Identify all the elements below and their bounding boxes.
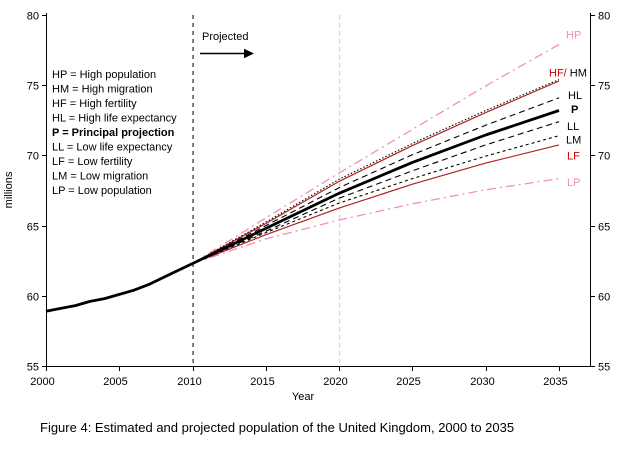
y-tick-label-left: 55 [27, 362, 39, 374]
x-tick-label: 2025 [396, 376, 420, 388]
series-label-lp: LP [567, 177, 580, 189]
y-tick-label-right: 55 [598, 362, 610, 374]
x-tick-label: 2005 [103, 376, 127, 388]
series-label-lm: LM [566, 134, 581, 146]
x-axis-title: Year [292, 391, 315, 403]
chart-canvas: 55 55 60 60 65 65 70 70 75 75 80 80 2000 2005 2010 2015… [3, 11, 610, 404]
x-tick-label: 2000 [30, 376, 54, 388]
projected-label: Projected [202, 31, 248, 43]
y-tick-label-right: 75 [598, 81, 610, 93]
figure-caption: Figure 4: Estimated and projected popula… [40, 420, 515, 435]
legend-item: HF = High fertility [52, 98, 137, 110]
legend-item: LL = Low life expectancy [52, 142, 173, 154]
projected-arrow-head [244, 48, 254, 59]
series-line-lf [192, 144, 560, 265]
y-tick-label-right: 80 [598, 11, 610, 23]
series-line-estimate [45, 262, 194, 313]
series-label-hl: HL [568, 90, 582, 102]
legend: HP = High population HM = High migration H… [52, 69, 177, 197]
legend-item: LM = Low migration [52, 171, 148, 183]
legend-item: HL = High life expectancy [52, 113, 177, 125]
y-tick-label-left: 75 [27, 81, 39, 93]
series-label-ll: LL [567, 121, 579, 133]
population-projection-chart: 55 55 60 60 65 65 70 70 75 75 80 80 2000 2005 2010 2015… [3, 11, 610, 404]
legend-item: HM = High migration [52, 84, 153, 96]
y-tick-label-left: 80 [27, 11, 39, 23]
projected-annotation: Projected [200, 31, 254, 59]
x-tick-label: 2015 [250, 376, 274, 388]
y-tick-label-right: 60 [598, 292, 610, 304]
legend-item: LF = Low fertility [52, 156, 133, 168]
x-tick-label: 2020 [323, 376, 347, 388]
series-label-hp: HP [566, 30, 581, 42]
y-axis-title: millions [3, 171, 15, 208]
y-tick-label-left: 60 [27, 292, 39, 304]
legend-item: LP = Low population [52, 185, 152, 197]
y-tick-label-left: 70 [27, 151, 39, 163]
legend-item: HP = High population [52, 69, 156, 81]
x-tick-label: 2035 [543, 376, 567, 388]
series-label-lf: LF [567, 150, 580, 162]
y-tick-label-right: 70 [598, 151, 610, 163]
series-line-hl [192, 97, 560, 264]
series-label-hfhm: HF/ HM [549, 68, 587, 80]
axes [42, 13, 595, 371]
legend-item: P = Principal projection [52, 127, 175, 139]
y-tick-label-right: 65 [598, 222, 610, 234]
series-line-lm [192, 135, 560, 265]
series-label-p: P [571, 104, 578, 116]
series-line-hp [192, 43, 560, 265]
series-line-p [191, 109, 560, 265]
series-line-lp [192, 177, 560, 265]
x-tick-label: 2010 [177, 376, 201, 388]
series-line-hm [192, 79, 560, 264]
series-line-hf [192, 80, 560, 265]
x-tick-label: 2030 [470, 376, 494, 388]
y-tick-label-left: 65 [27, 222, 39, 234]
